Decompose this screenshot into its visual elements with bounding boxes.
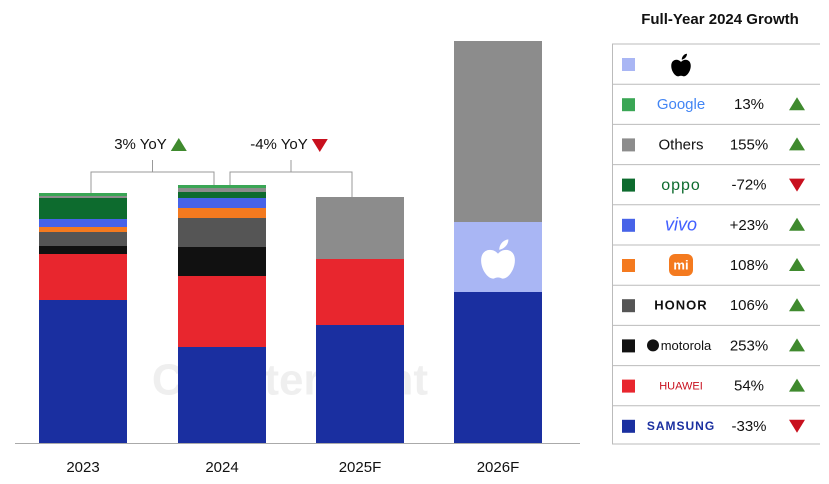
bar-segment: [178, 208, 266, 218]
bar-segment: [39, 232, 127, 246]
bar-segment: [178, 198, 266, 208]
growth-arrow: [789, 217, 805, 231]
growth-arrow: [789, 258, 805, 271]
growth-label: 253%: [730, 337, 768, 354]
x-tick-label: 2025F: [339, 459, 382, 476]
legend-label: HONOR: [654, 298, 707, 313]
growth-arrow: [789, 338, 805, 352]
bar-segment: [178, 247, 266, 276]
legend-label: SAMSUNG: [647, 419, 715, 433]
growth-arrow: [789, 97, 805, 111]
growth-arrow: [789, 298, 805, 312]
growth-label: -72%: [731, 177, 766, 194]
legend-swatch: [622, 218, 635, 232]
bar-segment: [454, 292, 542, 443]
growth-label: 13%: [734, 96, 764, 113]
legend-swatch: [622, 299, 635, 313]
legend-swatch: [622, 379, 635, 393]
growth-arrow: [789, 419, 805, 433]
legend-swatch: [622, 58, 635, 71]
growth-label: 108%: [730, 257, 768, 274]
growth-label: 155%: [730, 136, 768, 153]
legend-swatch: [622, 178, 635, 192]
bar-segment: [39, 198, 127, 219]
x-tick-label: 2023: [66, 459, 99, 476]
x-tick-label: 2026F: [477, 459, 520, 476]
bar-segment: [178, 218, 266, 247]
bar-segment: [39, 193, 127, 196]
legend-swatch: [622, 98, 635, 112]
growth-arrow: [789, 178, 805, 192]
bar-segment: [178, 276, 266, 347]
apple-logo: [671, 53, 691, 77]
bar-segment: [316, 259, 404, 325]
legend-swatch: [622, 138, 635, 152]
mi-logo: [669, 254, 693, 276]
growth-arrow: [789, 378, 805, 392]
annotation: 3% YoY: [114, 136, 167, 153]
yoy-arrow: [311, 139, 328, 152]
bar-segment: [454, 41, 542, 222]
growth-label: +23%: [730, 217, 769, 234]
legend-label: vivo: [665, 215, 697, 235]
bar-segment: [39, 246, 127, 254]
bar-segment: [39, 196, 127, 198]
legend-title: Full-Year 2024 Growth: [641, 11, 799, 28]
yoy-arrow: [170, 138, 187, 151]
legend-swatch: [622, 339, 635, 353]
growth-label: 54%: [734, 378, 764, 395]
bar-segment: [316, 325, 404, 443]
growth-arrow: [789, 137, 805, 151]
legend-swatch: [622, 259, 635, 272]
legend-swatch: [622, 419, 635, 433]
apple-icon: [481, 239, 515, 279]
bar-segment: [316, 197, 404, 259]
growth-label: 106%: [730, 297, 768, 314]
annotation: -4% YoY: [250, 136, 308, 153]
legend-label: mi: [673, 257, 688, 272]
bar-segment: [178, 192, 266, 198]
bar-segment: [39, 219, 127, 227]
moto-logo: [647, 339, 659, 352]
bar-segment: [178, 185, 266, 188]
bar-segment: [178, 188, 266, 192]
bar-segment: [39, 254, 127, 300]
legend-label: Others: [658, 136, 703, 153]
legend-label: Google: [657, 96, 705, 113]
bar-segment: [178, 347, 266, 443]
bar-segment: [39, 227, 127, 232]
legend-label: oppo: [661, 177, 701, 194]
legend-label: motorola: [661, 338, 712, 353]
legend-label: HUAWEI: [659, 381, 703, 393]
x-tick-label: 2024: [205, 459, 238, 476]
growth-label: -33%: [731, 418, 766, 435]
bar-segment: [39, 300, 127, 443]
